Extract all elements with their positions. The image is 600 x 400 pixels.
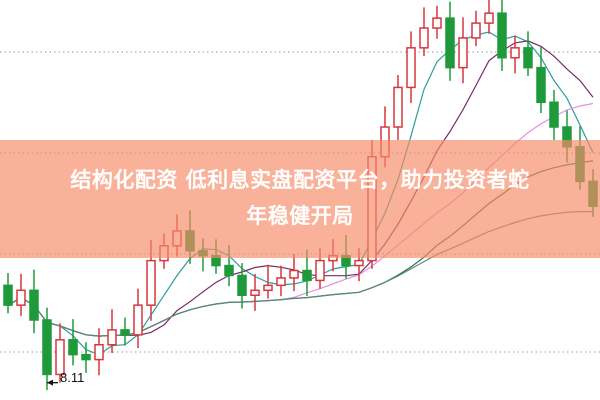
candle-body — [250, 289, 260, 297]
moving-average-5 — [7, 31, 594, 356]
candle-body — [406, 47, 416, 89]
candle-body — [29, 289, 39, 321]
candle-body — [536, 66, 546, 104]
candle-body — [42, 319, 52, 376]
candle-body — [458, 37, 468, 69]
candle-body — [484, 12, 494, 24]
candle-body — [263, 284, 273, 292]
candle-body — [289, 269, 299, 279]
candle-body — [276, 277, 286, 287]
candle-body — [3, 284, 13, 306]
banner-title-line-1: 结构化配资 低利息实盘配资平台，助力投资者蛇 — [70, 168, 530, 192]
candle-body — [302, 269, 312, 282]
low-marker-arrow-icon — [47, 379, 53, 386]
candle-body — [133, 304, 143, 336]
candle-body — [68, 339, 78, 356]
candle-body — [419, 27, 429, 49]
candle-body — [237, 274, 247, 297]
candle-body — [107, 329, 117, 346]
title-banner: 结构化配资 低利息实盘配资平台，助力投资者蛇 年稳健开局 — [0, 140, 600, 258]
candle-body — [354, 259, 364, 267]
candle-body — [432, 17, 442, 29]
candle-body — [146, 259, 156, 306]
candle-body — [16, 289, 26, 306]
candle-body — [523, 47, 533, 69]
candle-body — [445, 17, 455, 69]
candle-body — [510, 47, 520, 59]
candle-body — [393, 86, 403, 128]
candle-body — [549, 101, 559, 128]
candle-body — [55, 339, 65, 376]
candle-body — [120, 329, 130, 336]
low-price-label: 8.11 — [60, 370, 85, 385]
candle-body — [81, 353, 91, 361]
candle-body — [497, 12, 507, 59]
candle-body — [315, 259, 325, 282]
candle-body — [471, 22, 481, 39]
candle-body — [224, 264, 234, 277]
banner-title-line-2: 年稳健开局 — [246, 204, 354, 228]
candle-body — [94, 343, 104, 361]
banner-title: 结构化配资 低利息实盘配资平台，助力投资者蛇 年稳健开局 — [0, 162, 600, 234]
